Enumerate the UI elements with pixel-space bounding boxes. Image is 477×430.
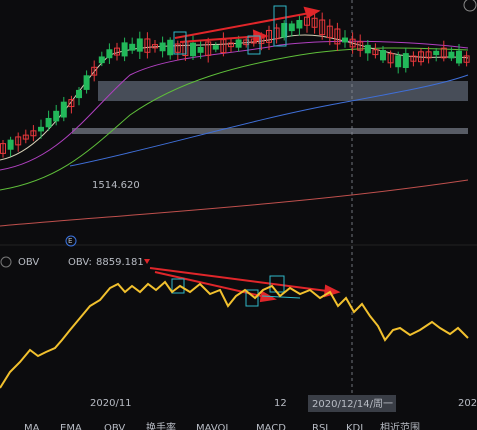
candle-body (91, 66, 98, 76)
candle-body (418, 51, 424, 63)
tab[interactable]: 换手率 (146, 421, 176, 430)
candle-body (235, 39, 242, 48)
ma-line (0, 47, 469, 191)
candle-body (463, 55, 470, 63)
cursor-date: 2020/12/14/周一 (312, 398, 393, 410)
highlight-boxes (171, 5, 301, 307)
candle-body (30, 130, 37, 137)
ma-line (69, 74, 469, 167)
candle-body (136, 38, 143, 52)
icon-e-letter: E (68, 237, 72, 245)
candle-body (197, 46, 204, 53)
indicator-key: OBV: (68, 257, 92, 268)
tab[interactable]: MA (24, 423, 40, 430)
candle-body (456, 50, 462, 64)
candle-body (22, 134, 29, 140)
candle-body (45, 117, 52, 128)
candle-body (53, 110, 60, 122)
candle-body (342, 37, 348, 43)
icon-e[interactable] (65, 235, 77, 247)
candle-body (425, 51, 432, 59)
ma-line (0, 40, 469, 171)
candle-body (228, 42, 234, 48)
candle-body (76, 89, 82, 99)
candle-body (304, 16, 310, 26)
candle-body (440, 47, 447, 59)
candle-body (68, 99, 75, 108)
candle-body (402, 53, 409, 68)
candle-body (83, 75, 90, 90)
candle-body (7, 139, 14, 150)
candle-body (281, 23, 288, 38)
candle-body (433, 50, 440, 56)
ma-line (0, 179, 469, 227)
candle-body (106, 49, 113, 59)
candle-body (121, 42, 128, 57)
obv-line (0, 280, 469, 389)
corner-button[interactable] (463, 0, 477, 12)
tab[interactable]: MACD (256, 423, 286, 430)
candle-body (319, 19, 326, 36)
close-button[interactable] (0, 256, 12, 268)
candle-body (174, 43, 181, 53)
candle-body (334, 28, 341, 45)
candle-body (296, 19, 303, 29)
candle-body (0, 143, 6, 154)
indicator-name[interactable]: OBV (18, 257, 39, 268)
candle-body (60, 101, 67, 118)
candle-body (190, 42, 196, 57)
candle-body (114, 47, 120, 56)
indicator-value: 8859.181 (96, 257, 144, 268)
dropdown-arrow[interactable] (144, 259, 150, 264)
candle-body (15, 136, 22, 146)
candle-body (326, 25, 333, 39)
tab[interactable]: MAVOL (196, 423, 231, 430)
tab[interactable]: OBV (104, 423, 125, 430)
candle-body (159, 42, 166, 52)
candle-body (129, 43, 136, 51)
candle-body (288, 23, 295, 32)
tab[interactable]: KDJ (346, 423, 363, 430)
low-label: 1514.620 (92, 180, 140, 191)
candle-body (212, 45, 219, 50)
zone-band (72, 128, 468, 134)
tab-bar: MA EMA OBV 换手率 MAVOL MACD RSI KDJ 相近范围 (24, 421, 420, 430)
candle-body (395, 55, 402, 68)
x-tick-label: 202 (458, 398, 477, 409)
tab[interactable]: EMA (60, 423, 82, 430)
candle-body (349, 38, 356, 48)
candle-body (364, 44, 371, 54)
cursor-date-box (308, 395, 396, 412)
candle-body (380, 50, 386, 61)
candle-body (387, 53, 394, 64)
zone-band (98, 81, 468, 101)
candle-body (152, 44, 158, 49)
tab[interactable]: RSI (312, 423, 328, 430)
candle-body (98, 56, 105, 64)
candle-body (167, 39, 174, 56)
candle-body (38, 126, 44, 132)
candle-body (410, 55, 417, 62)
candle-body (205, 41, 212, 56)
candle-body (372, 49, 379, 56)
candle-body (357, 41, 364, 51)
candle-body (144, 38, 151, 53)
x-tick-label: 2020/11 (90, 398, 132, 409)
x-tick-label: 12 (274, 398, 287, 409)
candle-body (243, 39, 250, 46)
candles (0, 10, 470, 158)
candle-body (311, 17, 318, 28)
candle-body (448, 51, 455, 59)
tab[interactable]: 相近范围 (380, 421, 420, 430)
